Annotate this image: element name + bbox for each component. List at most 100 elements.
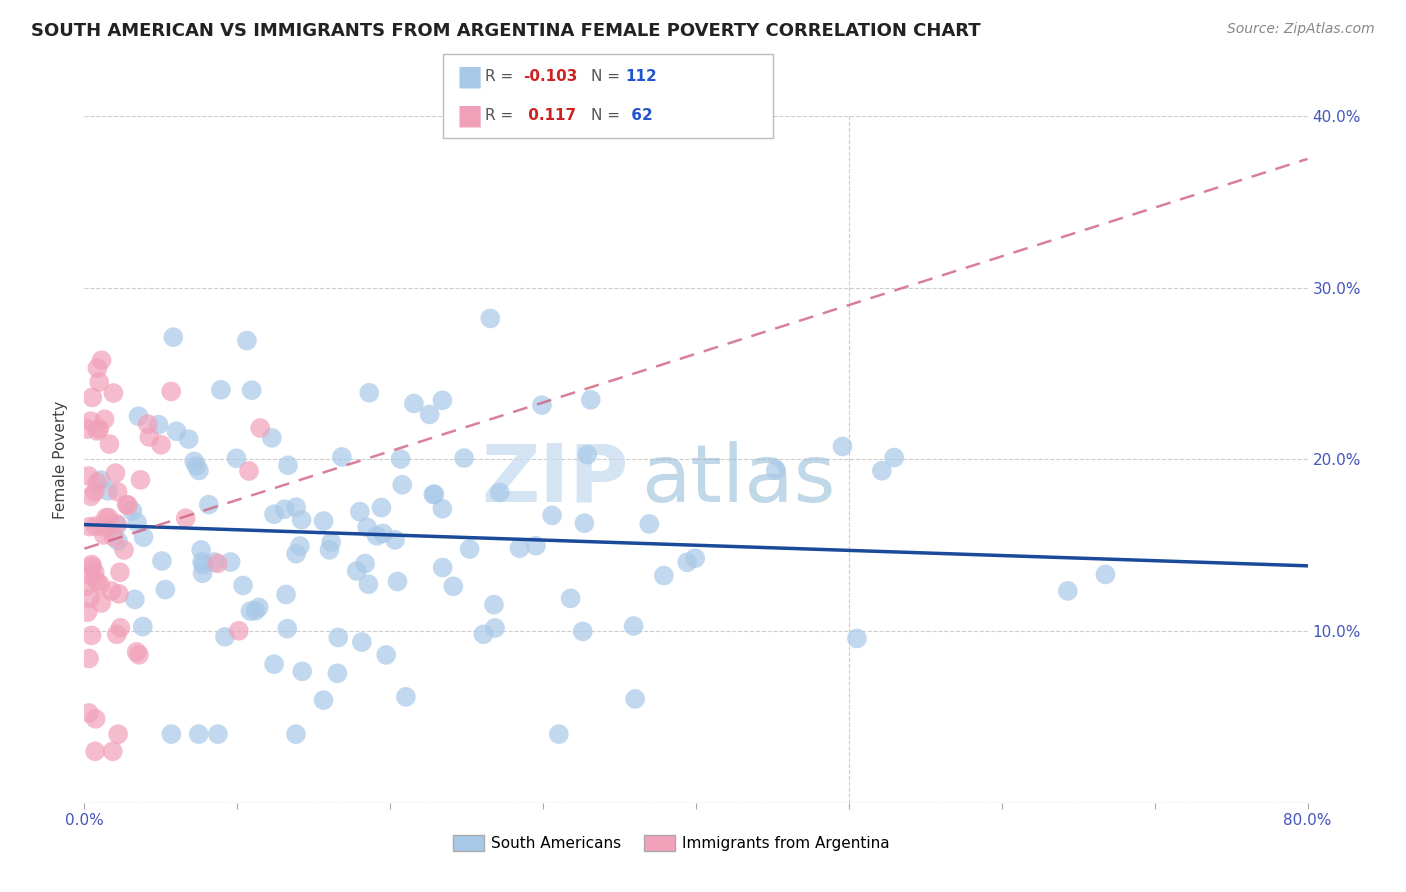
Text: ■: ■ xyxy=(457,62,484,90)
Point xyxy=(312,514,335,528)
Point xyxy=(883,450,905,465)
Point xyxy=(80,489,103,503)
Point xyxy=(422,487,444,501)
Point xyxy=(108,587,131,601)
Point xyxy=(187,727,209,741)
Point xyxy=(177,432,200,446)
Point xyxy=(86,424,108,438)
Point xyxy=(155,582,177,597)
Point xyxy=(366,529,388,543)
Point xyxy=(160,384,183,399)
Point xyxy=(576,448,599,462)
Point xyxy=(150,554,173,568)
Point xyxy=(638,516,661,531)
Point xyxy=(77,651,100,665)
Point xyxy=(89,577,111,591)
Point xyxy=(357,577,380,591)
Point xyxy=(84,744,107,758)
Point xyxy=(273,502,295,516)
Point xyxy=(80,628,103,642)
Point xyxy=(112,543,135,558)
Point xyxy=(107,484,129,499)
Text: 112: 112 xyxy=(626,69,658,84)
Point xyxy=(82,559,104,574)
Point xyxy=(117,498,139,512)
Point xyxy=(384,533,406,547)
Point xyxy=(472,627,495,641)
Point xyxy=(219,555,242,569)
Point xyxy=(110,621,132,635)
Point xyxy=(419,408,441,422)
Point xyxy=(277,458,299,473)
Point xyxy=(93,528,115,542)
Point xyxy=(107,727,129,741)
Text: R =: R = xyxy=(485,108,519,123)
Point xyxy=(105,518,128,533)
Point xyxy=(89,375,111,389)
Point xyxy=(80,414,103,428)
Point xyxy=(350,635,373,649)
Text: atlas: atlas xyxy=(641,441,835,519)
Text: 62: 62 xyxy=(626,108,652,123)
Point xyxy=(75,579,97,593)
Point xyxy=(90,596,112,610)
Point xyxy=(359,385,381,400)
Point xyxy=(228,624,250,638)
Point xyxy=(138,430,160,444)
Point xyxy=(207,557,229,571)
Point xyxy=(652,568,675,582)
Point xyxy=(249,421,271,435)
Point xyxy=(86,475,108,490)
Text: 0.117: 0.117 xyxy=(523,108,576,123)
Point xyxy=(128,648,150,662)
Point xyxy=(174,511,197,525)
Point xyxy=(547,727,569,741)
Point xyxy=(432,393,454,408)
Point xyxy=(191,555,214,569)
Point xyxy=(132,530,155,544)
Point xyxy=(238,464,260,478)
Point xyxy=(831,439,853,453)
Text: N =: N = xyxy=(591,108,624,123)
Point xyxy=(484,621,506,635)
Point xyxy=(482,598,505,612)
Point xyxy=(82,391,104,405)
Point xyxy=(89,422,111,436)
Point xyxy=(530,398,553,412)
Point xyxy=(191,566,214,581)
Point xyxy=(488,485,510,500)
Point xyxy=(132,619,155,633)
Point xyxy=(330,450,353,464)
Point xyxy=(356,520,378,534)
Point xyxy=(846,632,869,646)
Point xyxy=(148,417,170,432)
Text: N =: N = xyxy=(591,69,624,84)
Point xyxy=(97,510,120,524)
Point xyxy=(80,568,103,582)
Point xyxy=(371,526,394,541)
Text: R =: R = xyxy=(485,69,519,84)
Point xyxy=(183,454,205,468)
Point xyxy=(79,591,101,606)
Point xyxy=(274,587,297,601)
Point xyxy=(197,498,219,512)
Point xyxy=(285,727,308,741)
Point xyxy=(150,438,173,452)
Point xyxy=(115,498,138,512)
Point xyxy=(1056,583,1078,598)
Point xyxy=(77,706,100,720)
Point xyxy=(524,539,547,553)
Point xyxy=(76,605,98,619)
Text: Source: ZipAtlas.com: Source: ZipAtlas.com xyxy=(1227,22,1375,37)
Point xyxy=(124,592,146,607)
Point xyxy=(1094,567,1116,582)
Point xyxy=(354,557,377,571)
Point xyxy=(479,311,502,326)
Point xyxy=(209,383,232,397)
Point xyxy=(232,578,254,592)
Point xyxy=(312,693,335,707)
Point xyxy=(263,508,285,522)
Point xyxy=(129,473,152,487)
Point xyxy=(188,463,211,477)
Point xyxy=(77,469,100,483)
